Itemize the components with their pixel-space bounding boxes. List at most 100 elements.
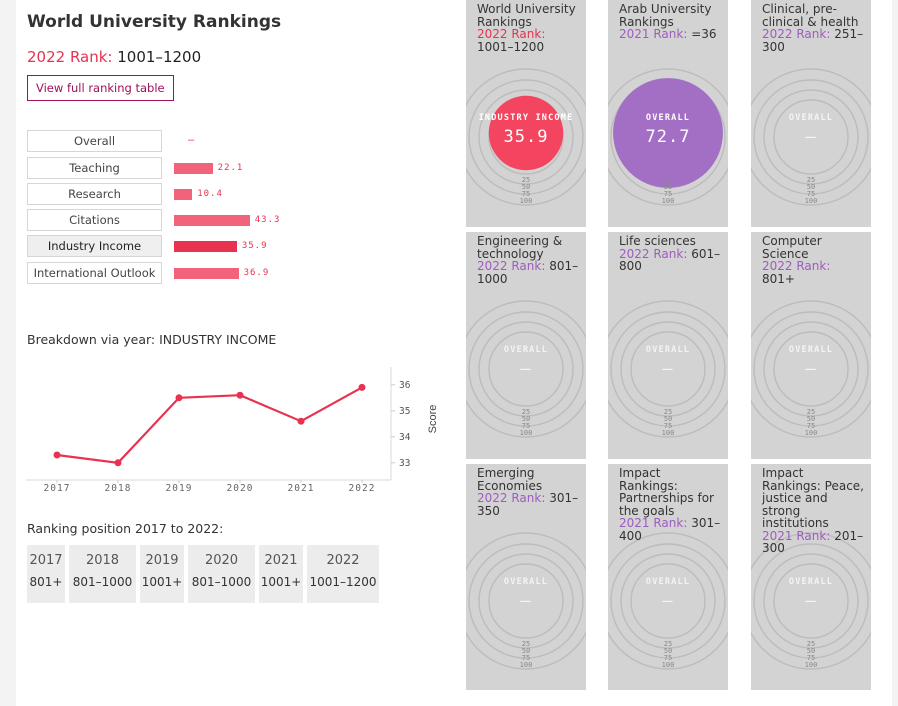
ranking-card[interactable]: 25 50 75 100 INDUSTRY INCOME 35.9 World Univer… bbox=[466, 0, 586, 227]
x-tick-label: 2020 bbox=[227, 483, 254, 494]
series-line bbox=[56, 386, 363, 464]
ranking-title: Computer Science bbox=[762, 234, 822, 261]
ring bbox=[630, 331, 706, 407]
score-label: OVERALL bbox=[789, 577, 833, 587]
ring-tick: 100 bbox=[805, 429, 818, 437]
view-full-ranking-button[interactable]: View full ranking table bbox=[27, 75, 174, 101]
data-point-2020[interactable] bbox=[236, 391, 244, 399]
rank-value: 801–1000 bbox=[477, 259, 579, 286]
ranking-card[interactable]: 25 50 75 100 OVERALL — Emerging Economies 2022 … bbox=[466, 464, 586, 690]
ring-tick: 25 bbox=[807, 176, 815, 184]
ranking-title: World University Rankings bbox=[477, 2, 576, 29]
page-title: World University Rankings bbox=[27, 12, 282, 32]
ring-tick: 75 bbox=[522, 190, 530, 198]
pillar-teaching[interactable]: Teaching bbox=[27, 157, 162, 179]
ring bbox=[763, 553, 859, 649]
rank-label: 2021 Rank: bbox=[762, 528, 835, 543]
score-label: OVERALL bbox=[646, 577, 690, 587]
x-tick-label: 2018 bbox=[105, 483, 132, 494]
rank-label: 2022 Rank: bbox=[477, 259, 550, 273]
ring-tick: 100 bbox=[662, 661, 675, 669]
rank-value: 1001–1200 bbox=[477, 39, 545, 54]
ranking-rank: 2021 Rank: 201–300 bbox=[762, 528, 866, 555]
ranking-card[interactable]: 25 50 75 100 OVERALL — Life sciences 2022 Rank:… bbox=[608, 232, 728, 459]
ring bbox=[620, 321, 716, 417]
ring bbox=[468, 79, 584, 195]
ring-tick: 100 bbox=[662, 197, 675, 205]
data-point-2017[interactable] bbox=[53, 451, 61, 459]
ranking-card[interactable]: 25 50 75 100 OVERALL — Clinical, pre-clinical … bbox=[751, 0, 871, 227]
ring-tick: 50 bbox=[522, 647, 530, 655]
position-cell-2020: 2020 801–1000 bbox=[188, 545, 255, 603]
ring bbox=[466, 532, 586, 670]
page: World University Rankings 2022 Rank: 100… bbox=[16, 0, 892, 706]
rank-label: 2021 Rank: bbox=[619, 27, 692, 41]
ring bbox=[753, 79, 869, 195]
ring bbox=[763, 89, 859, 185]
rank-label: 2022 Rank: bbox=[477, 27, 546, 41]
ranking-title: Arab University Rankings bbox=[619, 2, 712, 29]
score-value: — bbox=[662, 359, 673, 379]
ranking-card[interactable]: 25 50 75 100 OVERALL — Engineering & technolog… bbox=[466, 232, 586, 459]
ring-tick: 100 bbox=[805, 197, 818, 205]
ring bbox=[753, 543, 869, 659]
y-axis-label: Score bbox=[427, 405, 439, 434]
x-tick-label: 2022 bbox=[349, 483, 376, 494]
pillar-industry-income[interactable]: Industry Income bbox=[27, 235, 162, 257]
ranking-rank: 2022 Rank: 301–350 bbox=[477, 492, 581, 517]
ring bbox=[608, 68, 728, 206]
score-value: 35.9 bbox=[504, 127, 549, 147]
ring-tick: 50 bbox=[807, 647, 815, 655]
ring-tick: 25 bbox=[522, 176, 530, 184]
ring-tick: 25 bbox=[522, 640, 530, 648]
position-cell-2022: 2022 1001–1200 bbox=[307, 545, 379, 603]
ring-tick: 75 bbox=[664, 654, 672, 662]
data-point-2019[interactable] bbox=[175, 394, 183, 402]
data-point-2022[interactable] bbox=[358, 383, 366, 391]
ranking-rank: 2021 Rank: 301–400 bbox=[619, 517, 723, 542]
rank-value: =36 bbox=[691, 27, 717, 41]
ranking-rank: 2022 Rank: 601–800 bbox=[619, 247, 723, 273]
rank-value: 251–300 bbox=[762, 27, 864, 54]
x-tick-label: 2019 bbox=[166, 483, 193, 494]
score-value: 72.7 bbox=[646, 127, 691, 147]
ranking-name: Impact Rankings: Peace, justice and stro… bbox=[762, 467, 866, 555]
data-point-2021[interactable] bbox=[297, 417, 305, 425]
ring-tick: 50 bbox=[664, 183, 672, 191]
ranking-title: Impact Rankings: Peace, justice and stro… bbox=[762, 466, 864, 530]
ring bbox=[488, 331, 564, 407]
ranking-card[interactable]: 25 50 75 100 OVERALL 72.7 Arab University Rank… bbox=[608, 0, 728, 227]
y-tick-label: 34 bbox=[399, 432, 411, 443]
ring bbox=[468, 543, 584, 659]
ring-tick: 25 bbox=[664, 640, 672, 648]
ring-tick: 100 bbox=[520, 197, 533, 205]
ranking-name: Life sciences 2022 Rank: 601–800 bbox=[619, 235, 723, 273]
pillar-overall[interactable]: Overall bbox=[27, 130, 162, 152]
ranking-card[interactable]: 25 50 75 100 OVERALL — Impact Rankings: Partne… bbox=[608, 464, 728, 690]
ring-tick: 100 bbox=[662, 429, 675, 437]
ring-tick: 25 bbox=[807, 408, 815, 416]
position-rank: 801–1000 bbox=[72, 575, 133, 589]
ring-tick: 25 bbox=[522, 408, 530, 416]
ranking-title: Emerging Economies bbox=[477, 466, 543, 493]
pillar-international-outlook[interactable]: International Outlook bbox=[27, 262, 162, 284]
pillar-research[interactable]: Research bbox=[27, 183, 162, 205]
ranking-title: Life sciences bbox=[619, 234, 696, 248]
pillar-value: 43.3 bbox=[254, 215, 281, 225]
rank-label: 2022 Rank: bbox=[477, 491, 550, 505]
ranking-title: Clinical, pre-clinical & health bbox=[762, 2, 859, 29]
ring bbox=[478, 321, 574, 417]
ring-tick: 100 bbox=[520, 661, 533, 669]
position-cell-2017: 2017 801+ bbox=[27, 545, 65, 603]
pillar-citations[interactable]: Citations bbox=[27, 209, 162, 231]
score-label: INDUSTRY INCOME bbox=[479, 113, 574, 123]
ranking-card[interactable]: 25 50 75 100 OVERALL — Impact Rankings: Peace,… bbox=[751, 464, 871, 690]
ranking-card[interactable]: 25 50 75 100 OVERALL — Computer Science 2022 Ra… bbox=[751, 232, 871, 459]
position-year: 2020 bbox=[204, 553, 239, 568]
score-value: — bbox=[520, 359, 531, 379]
data-point-2018[interactable] bbox=[114, 459, 122, 467]
score-value: — bbox=[520, 591, 531, 611]
